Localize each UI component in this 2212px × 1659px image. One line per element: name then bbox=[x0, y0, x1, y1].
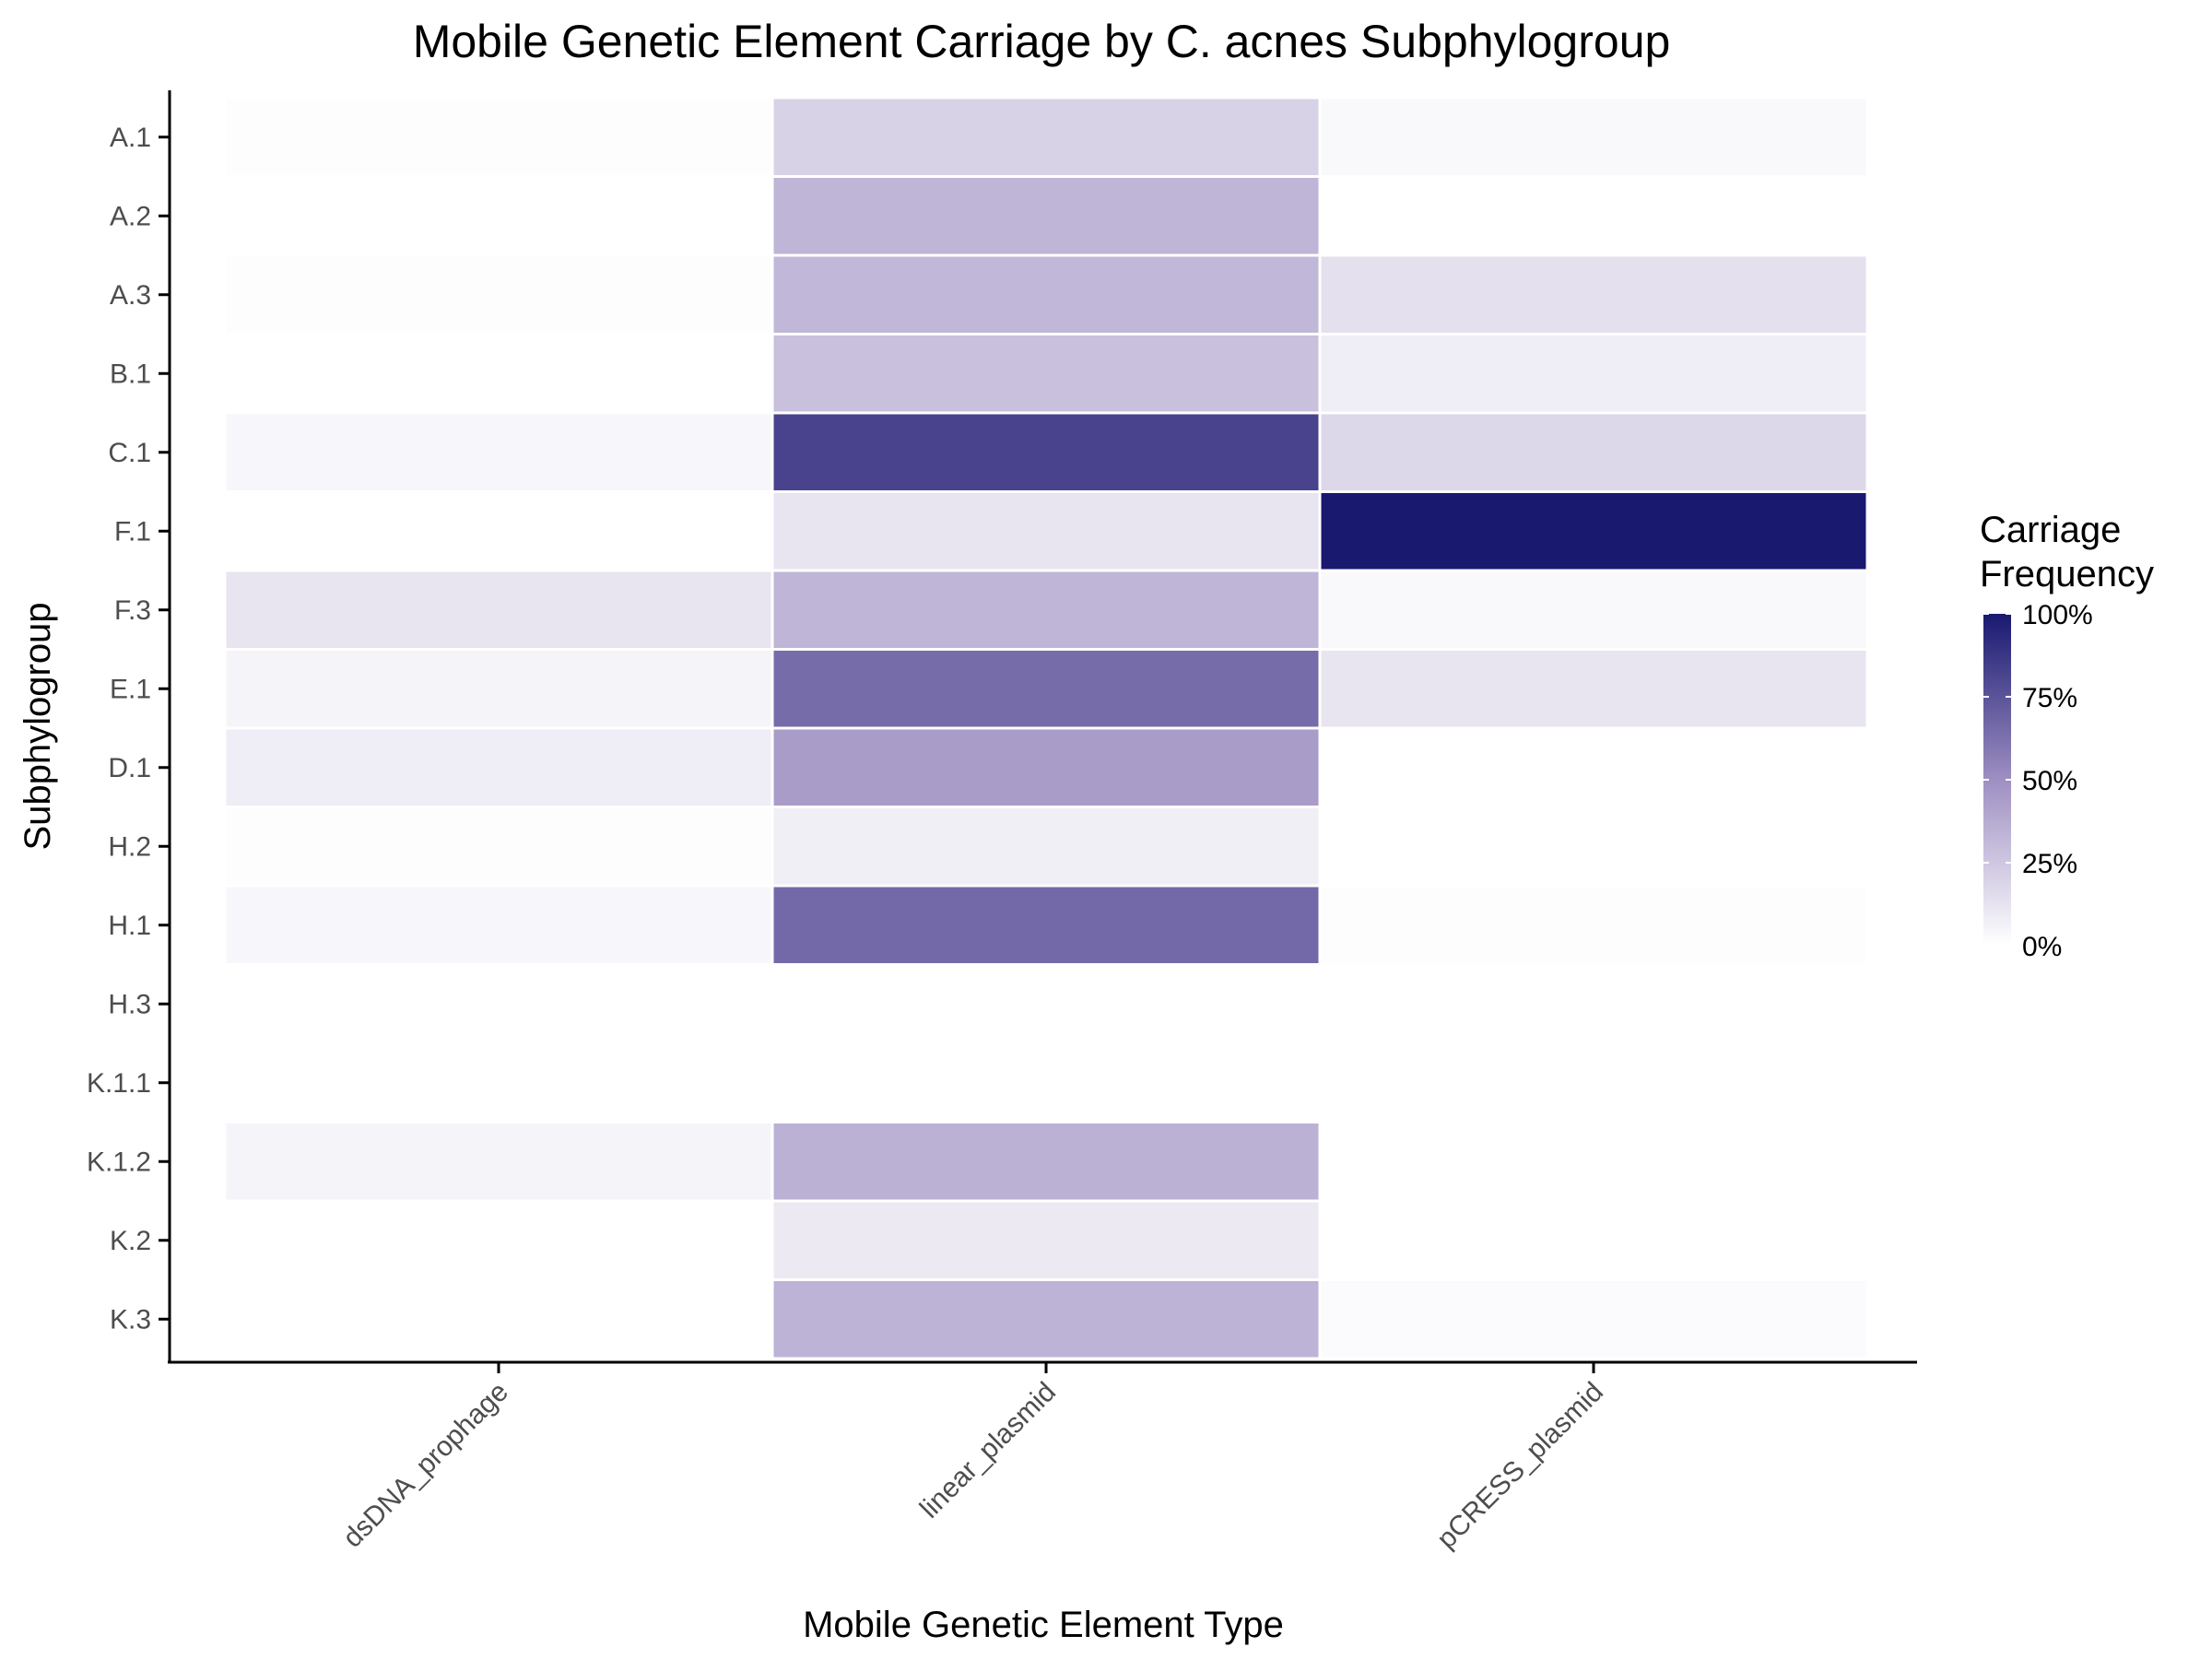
y-tick-label-d-1: D.1 bbox=[108, 753, 151, 783]
y-tick-label-b-1: B.1 bbox=[110, 359, 151, 389]
cell-b-1-linear-plasmid bbox=[771, 333, 1322, 415]
legend-ticks: 0% 25% 50% 75% 100% bbox=[1983, 600, 2093, 962]
cell-h-1-linear-plasmid bbox=[771, 884, 1322, 966]
x-tick-label-dsdna-prophage: dsDNA_prophage bbox=[337, 1377, 514, 1554]
cell-f-3-dsdna-prophage bbox=[223, 569, 774, 651]
cell-b-1-pcress-plasmid bbox=[1318, 333, 1869, 415]
cell-a-1-dsdna-prophage bbox=[223, 96, 774, 178]
cell-f-1-dsdna-prophage bbox=[223, 490, 774, 572]
cell-k-3-dsdna-prophage bbox=[223, 1278, 774, 1360]
cell-h-1-dsdna-prophage bbox=[223, 884, 774, 966]
cell-c-1-dsdna-prophage bbox=[223, 411, 774, 493]
x-tick-label-linear-plasmid: linear_plasmid bbox=[914, 1377, 1062, 1524]
cell-h-3-dsdna-prophage bbox=[223, 963, 774, 1045]
cell-b-1-dsdna-prophage bbox=[223, 333, 774, 415]
y-tick-label-h-2: H.2 bbox=[108, 831, 151, 862]
cell-h-1-pcress-plasmid bbox=[1318, 884, 1869, 966]
y-tick-label-k-2: K.2 bbox=[110, 1226, 151, 1256]
cell-h-3-linear-plasmid bbox=[771, 963, 1322, 1045]
legend-tick-label-25: 25% bbox=[2022, 849, 2077, 879]
legend-tick-label-75: 75% bbox=[2022, 683, 2077, 713]
cell-k-1-1-dsdna-prophage bbox=[223, 1041, 774, 1124]
y-tick-label-h-3: H.3 bbox=[108, 989, 151, 1019]
cell-k-1-2-dsdna-prophage bbox=[223, 1121, 774, 1203]
cell-a-2-linear-plasmid bbox=[771, 175, 1322, 257]
cell-a-3-dsdna-prophage bbox=[223, 253, 774, 335]
cell-c-1-linear-plasmid bbox=[771, 411, 1322, 493]
legend-title-line-1: Carriage bbox=[1980, 510, 2121, 550]
cell-f-1-pcress-plasmid bbox=[1318, 490, 1869, 572]
chart-title: Mobile Genetic Element Carriage by C. ac… bbox=[413, 16, 1671, 67]
y-tick-label-f-1: F.1 bbox=[114, 516, 151, 547]
y-tick-label-e-1: E.1 bbox=[110, 674, 151, 704]
y-tick-label-a-2: A.2 bbox=[110, 201, 151, 231]
legend-tick-label-0: 0% bbox=[2022, 932, 2062, 962]
cell-a-2-pcress-plasmid bbox=[1318, 175, 1869, 257]
color-legend: Carriage Frequency 0% 25% 50% 75% 100% bbox=[1980, 510, 2154, 962]
cell-e-1-pcress-plasmid bbox=[1318, 648, 1869, 730]
cell-d-1-linear-plasmid bbox=[771, 726, 1322, 808]
y-tick-label-k-1-2: K.1.2 bbox=[87, 1147, 151, 1177]
cell-h-2-dsdna-prophage bbox=[223, 806, 774, 888]
cell-f-3-pcress-plasmid bbox=[1318, 569, 1869, 651]
legend-title-line-2: Frequency bbox=[1980, 554, 2154, 594]
y-tick-label-c-1: C.1 bbox=[108, 438, 151, 468]
x-axis-ticks: dsDNA_prophage linear_plasmid pCRESS_plasm… bbox=[337, 1362, 1609, 1555]
cell-h-3-pcress-plasmid bbox=[1318, 963, 1869, 1045]
cell-k-3-pcress-plasmid bbox=[1318, 1278, 1869, 1360]
cell-a-1-pcress-plasmid bbox=[1318, 96, 1869, 178]
cell-k-2-pcress-plasmid bbox=[1318, 1199, 1869, 1281]
cell-a-3-pcress-plasmid bbox=[1318, 253, 1869, 335]
cell-k-1-2-linear-plasmid bbox=[771, 1121, 1322, 1203]
y-tick-label-f-3: F.3 bbox=[114, 595, 151, 626]
cell-k-2-dsdna-prophage bbox=[223, 1199, 774, 1281]
y-tick-label-k-3: K.3 bbox=[110, 1304, 151, 1335]
cell-k-1-1-linear-plasmid bbox=[771, 1041, 1322, 1124]
heatmap-cells bbox=[223, 96, 1869, 1360]
cell-d-1-dsdna-prophage bbox=[223, 726, 774, 808]
cell-e-1-dsdna-prophage bbox=[223, 648, 774, 730]
cell-k-1-2-pcress-plasmid bbox=[1318, 1121, 1869, 1203]
y-axis-title: Subphylogroup bbox=[18, 602, 58, 850]
x-tick-label-pcress-plasmid: pCRESS_plasmid bbox=[1431, 1377, 1609, 1555]
cell-d-1-pcress-plasmid bbox=[1318, 726, 1869, 808]
cell-a-1-linear-plasmid bbox=[771, 96, 1322, 178]
cell-k-3-linear-plasmid bbox=[771, 1278, 1322, 1360]
y-tick-label-a-3: A.3 bbox=[110, 280, 151, 311]
cell-h-2-linear-plasmid bbox=[771, 806, 1322, 888]
cell-h-2-pcress-plasmid bbox=[1318, 806, 1869, 888]
legend-tick-label-50: 50% bbox=[2022, 766, 2077, 796]
legend-tick-label-100: 100% bbox=[2022, 600, 2093, 630]
cell-f-1-linear-plasmid bbox=[771, 490, 1322, 572]
cell-k-1-1-pcress-plasmid bbox=[1318, 1041, 1869, 1124]
cell-a-2-dsdna-prophage bbox=[223, 175, 774, 257]
y-tick-label-a-1: A.1 bbox=[110, 123, 151, 153]
cell-e-1-linear-plasmid bbox=[771, 648, 1322, 730]
cell-f-3-linear-plasmid bbox=[771, 569, 1322, 651]
x-axis-title: Mobile Genetic Element Type bbox=[803, 1605, 1284, 1645]
y-tick-label-k-1-1: K.1.1 bbox=[87, 1068, 151, 1099]
cell-a-3-linear-plasmid bbox=[771, 253, 1322, 335]
y-axis-ticks: A.1 A.2 A.3 B.1 C.1 F.1 F.3 E.1 D.1 H.2 H.1 H.3 K.1.… bbox=[87, 123, 170, 1335]
cell-c-1-pcress-plasmid bbox=[1318, 411, 1869, 493]
cell-k-2-linear-plasmid bbox=[771, 1199, 1322, 1281]
y-tick-label-h-1: H.1 bbox=[108, 911, 151, 941]
